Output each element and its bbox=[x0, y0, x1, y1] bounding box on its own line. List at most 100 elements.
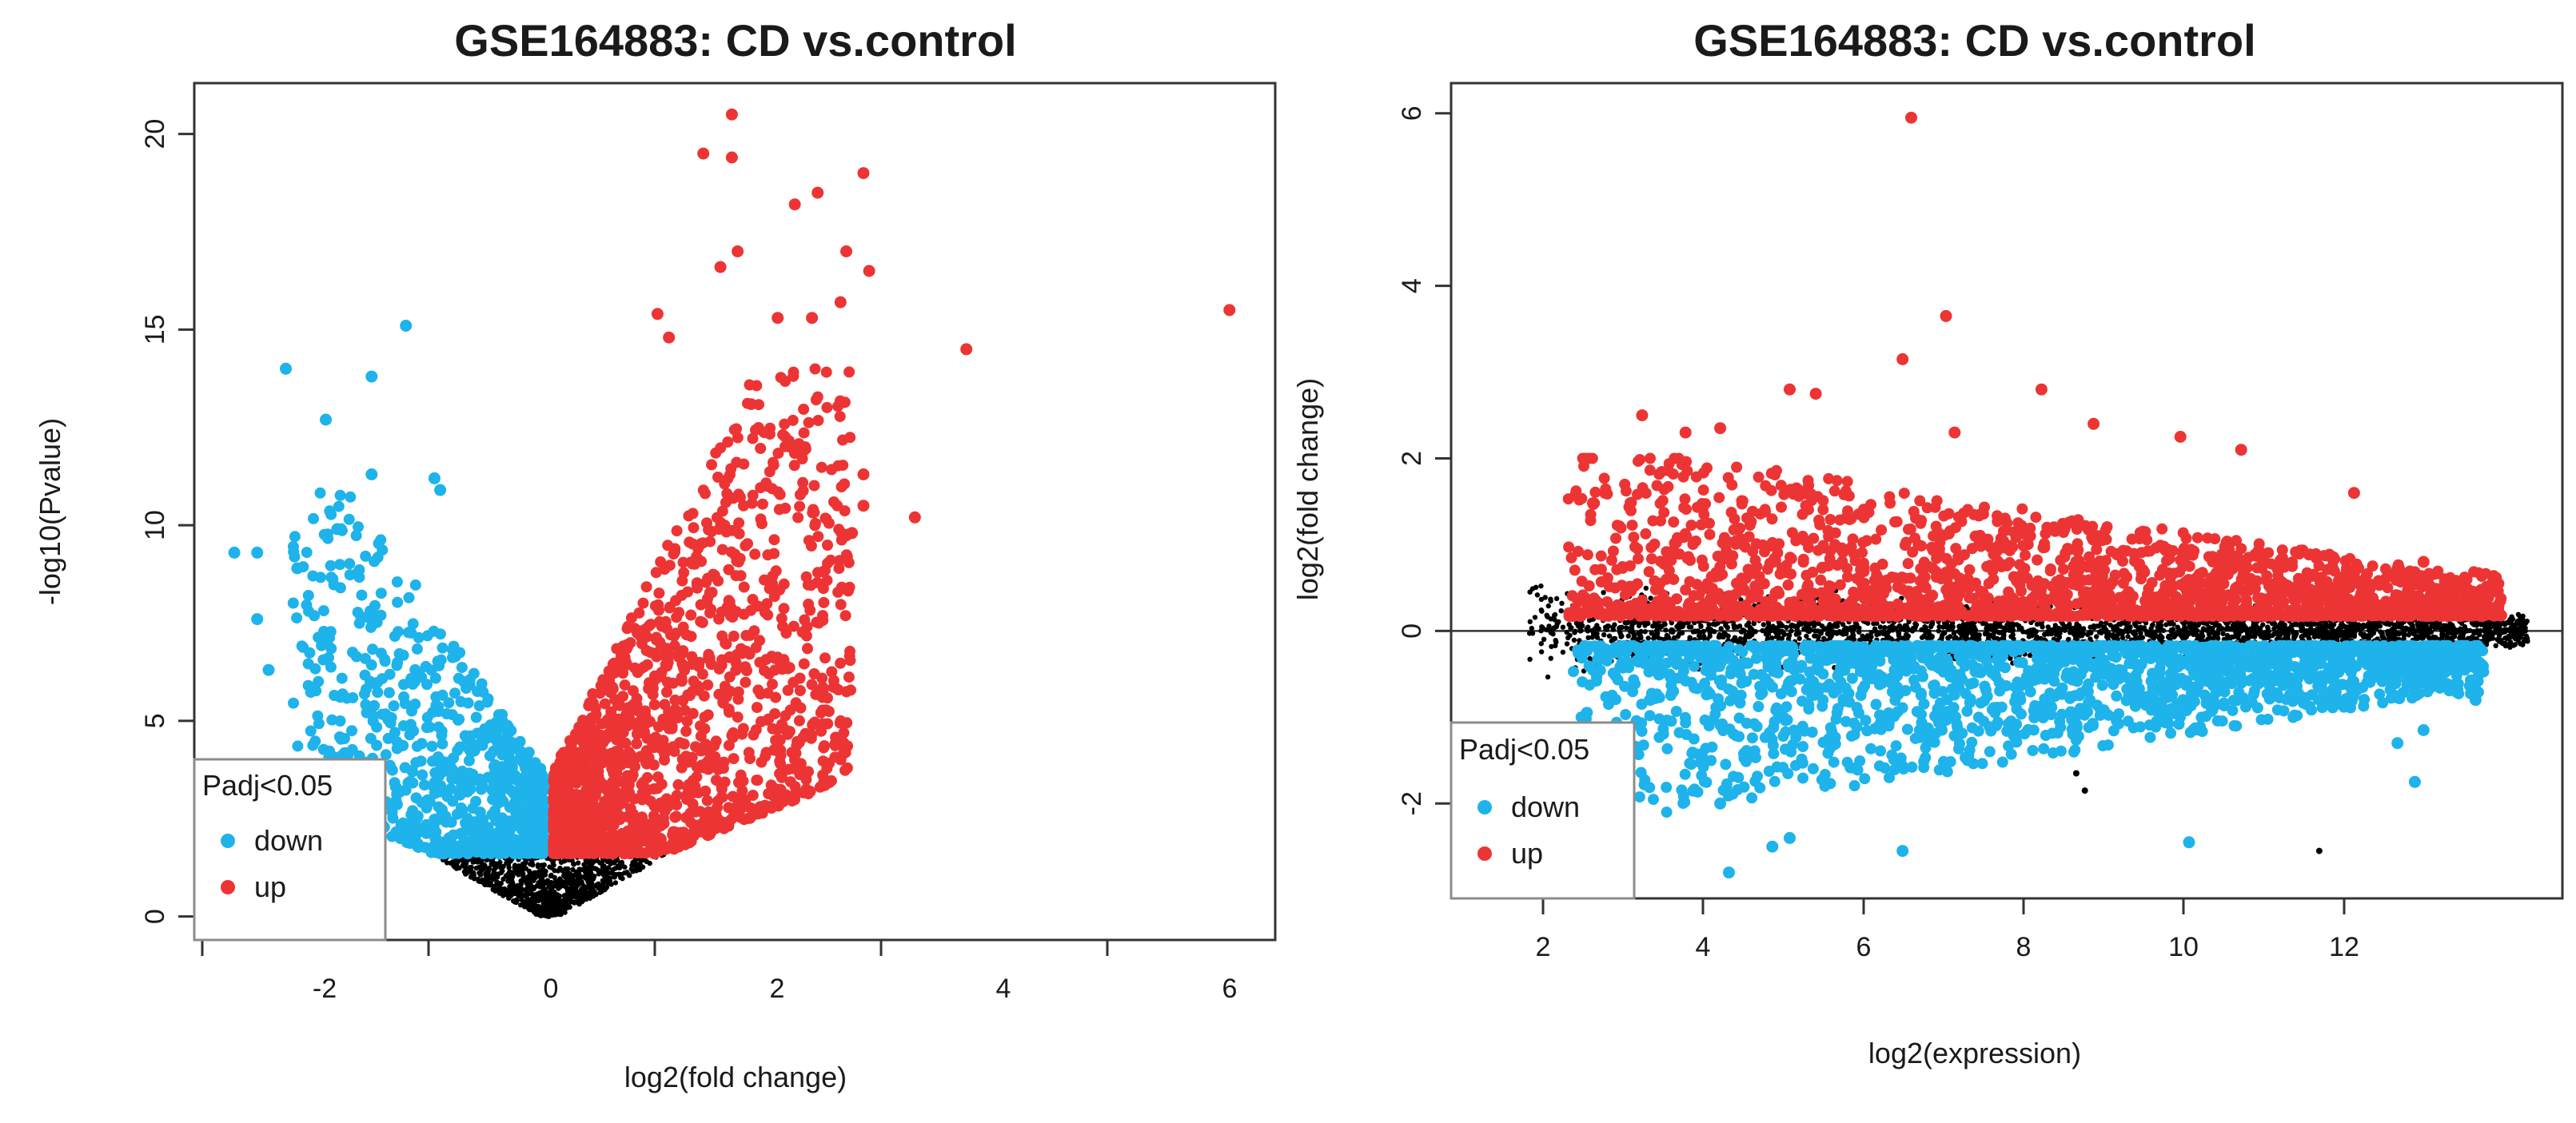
volcano-point bbox=[664, 602, 676, 614]
volcano-point bbox=[484, 871, 489, 878]
volcano-point bbox=[380, 749, 392, 761]
volcano-point bbox=[780, 502, 792, 514]
ma-point bbox=[1601, 590, 1606, 595]
volcano-point bbox=[574, 889, 580, 894]
volcano-point bbox=[547, 881, 552, 886]
volcano-point bbox=[502, 729, 513, 741]
volcano-point bbox=[764, 422, 776, 434]
volcano-point bbox=[777, 428, 789, 440]
volcano-point bbox=[724, 468, 736, 480]
volcano-point bbox=[396, 824, 408, 836]
volcano-point bbox=[606, 747, 617, 759]
volcano-point bbox=[682, 586, 694, 598]
volcano-point bbox=[488, 882, 493, 887]
volcano-point bbox=[352, 607, 364, 619]
ma-point bbox=[1553, 638, 1558, 643]
volcano-point bbox=[811, 391, 823, 403]
volcano-point bbox=[506, 877, 512, 883]
volcano-point bbox=[372, 552, 384, 563]
volcano-point bbox=[557, 776, 569, 788]
volcano-point bbox=[452, 844, 464, 856]
volcano-point bbox=[616, 755, 628, 767]
volcano-point bbox=[507, 838, 518, 850]
volcano-point bbox=[502, 775, 514, 787]
volcano-point bbox=[745, 604, 757, 616]
volcano-point bbox=[493, 865, 499, 870]
volcano-point bbox=[819, 652, 831, 664]
volcano-point bbox=[803, 416, 815, 428]
volcano-point bbox=[609, 834, 621, 846]
volcano-point bbox=[960, 343, 973, 356]
volcano-point bbox=[737, 723, 749, 735]
volcano-point bbox=[469, 868, 475, 874]
volcano-point bbox=[845, 684, 856, 696]
volcano-point bbox=[617, 860, 624, 866]
volcano-point bbox=[579, 898, 585, 905]
volcano-point bbox=[506, 865, 512, 870]
volcano-point bbox=[834, 411, 846, 423]
volcano-point bbox=[251, 546, 264, 559]
volcano-legend-down-label: down bbox=[254, 824, 323, 857]
volcano-point bbox=[790, 697, 802, 709]
volcano-point bbox=[747, 489, 759, 501]
volcano-point bbox=[687, 798, 699, 810]
ma-point bbox=[1638, 628, 1644, 635]
volcano-point bbox=[624, 637, 636, 649]
volcano-point bbox=[482, 865, 488, 870]
volcano-point bbox=[698, 690, 710, 702]
volcano-point bbox=[839, 747, 851, 759]
volcano-point bbox=[706, 459, 717, 471]
volcano-point bbox=[702, 679, 714, 691]
ma-point bbox=[1606, 633, 1613, 639]
volcano-point bbox=[572, 805, 584, 817]
volcano-point bbox=[863, 265, 875, 277]
volcano-point bbox=[811, 616, 823, 628]
ma-point bbox=[1541, 636, 1547, 642]
volcano-point bbox=[455, 802, 467, 814]
volcano-point bbox=[397, 720, 409, 731]
volcano-point bbox=[280, 362, 292, 375]
volcano-point bbox=[326, 714, 338, 726]
volcano-point bbox=[407, 618, 419, 630]
ma-point bbox=[2515, 611, 2522, 617]
volcano-point bbox=[477, 814, 489, 826]
volcano-point bbox=[637, 777, 649, 789]
volcano-point bbox=[685, 631, 697, 643]
volcano-point bbox=[441, 708, 453, 719]
volcano-point bbox=[733, 517, 745, 529]
volcano-point bbox=[333, 500, 345, 512]
volcano-point bbox=[780, 440, 791, 452]
volcano-point bbox=[467, 802, 479, 814]
ma-point bbox=[1940, 630, 1947, 636]
volcano-point bbox=[908, 511, 921, 524]
volcano-point bbox=[724, 671, 736, 683]
volcano-point bbox=[784, 776, 796, 788]
volcano-point bbox=[835, 481, 847, 493]
volcano-point bbox=[360, 550, 372, 562]
volcano-point bbox=[457, 830, 469, 842]
volcano-point bbox=[583, 884, 589, 890]
volcano-point bbox=[540, 871, 546, 877]
volcano-point bbox=[690, 741, 701, 753]
volcano-point bbox=[735, 570, 747, 582]
ma-point bbox=[1936, 628, 1941, 634]
volcano-point bbox=[334, 715, 346, 727]
volcano-point bbox=[519, 790, 531, 802]
volcano-point bbox=[508, 787, 520, 799]
volcano-point bbox=[700, 785, 712, 797]
volcano-legend: Padj<0.05 down up bbox=[193, 758, 387, 942]
volcano-point bbox=[704, 742, 716, 754]
volcano-point bbox=[660, 659, 672, 671]
volcano-point bbox=[417, 769, 429, 781]
volcano-point bbox=[522, 887, 528, 893]
volcano-point bbox=[697, 147, 710, 160]
volcano-point bbox=[424, 796, 436, 807]
volcano-point bbox=[669, 811, 681, 823]
volcano-point bbox=[623, 702, 635, 714]
volcano-point bbox=[655, 639, 667, 651]
volcano-point bbox=[788, 676, 800, 688]
volcano-point bbox=[461, 864, 468, 870]
volcano-point bbox=[601, 879, 607, 885]
volcano-point bbox=[767, 723, 779, 735]
ma-point bbox=[1909, 628, 1916, 634]
